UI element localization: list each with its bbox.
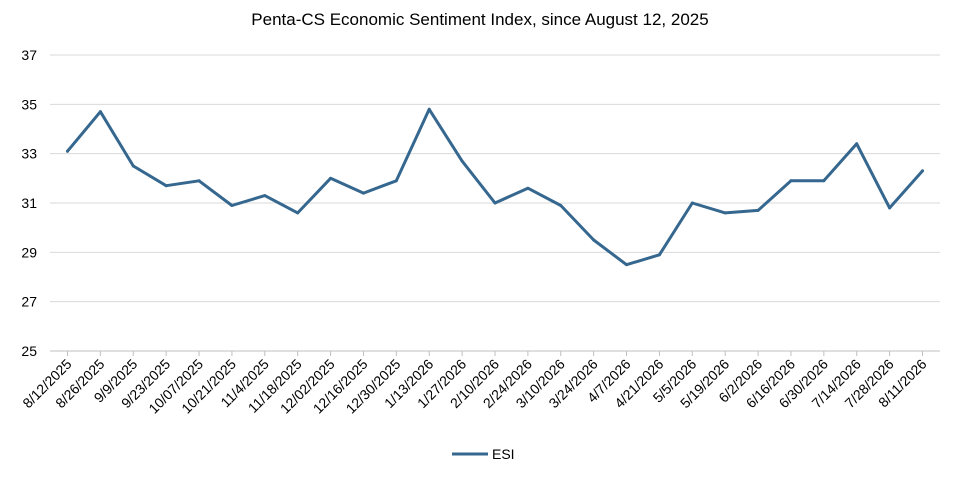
y-tick-label: 31: [21, 195, 37, 211]
data-point: [921, 169, 924, 173]
data-point: [230, 203, 234, 207]
data-point: [329, 176, 333, 180]
series-line-esi: [66, 107, 924, 267]
data-point: [131, 164, 135, 168]
data-point: [855, 142, 859, 146]
data-point: [822, 179, 826, 183]
data-point: [526, 186, 530, 190]
data-point: [197, 179, 201, 183]
data-point: [625, 263, 629, 267]
data-point: [263, 194, 267, 198]
data-point: [296, 211, 300, 215]
chart-title: Penta-CS Economic Sentiment Index, since…: [251, 10, 709, 29]
y-tick-label: 25: [21, 343, 37, 359]
data-point: [657, 253, 661, 257]
data-point: [493, 201, 497, 205]
data-point: [592, 238, 596, 242]
data-point: [66, 149, 69, 153]
data-point: [98, 110, 102, 114]
y-tick-label: 37: [21, 47, 37, 63]
data-point: [164, 184, 168, 188]
y-tick-label: 27: [21, 294, 37, 310]
legend-label: ESI: [492, 446, 515, 462]
data-point: [460, 159, 464, 163]
y-tick-label: 35: [21, 96, 37, 112]
data-point: [361, 191, 365, 195]
y-tick-label: 29: [21, 244, 37, 260]
data-point: [789, 179, 793, 183]
data-point: [559, 203, 563, 207]
data-point: [888, 206, 892, 210]
data-point: [394, 179, 398, 183]
data-point: [723, 211, 727, 215]
data-point: [427, 107, 431, 111]
y-tick-label: 33: [21, 146, 37, 162]
data-point: [756, 208, 760, 212]
data-point: [690, 201, 694, 205]
